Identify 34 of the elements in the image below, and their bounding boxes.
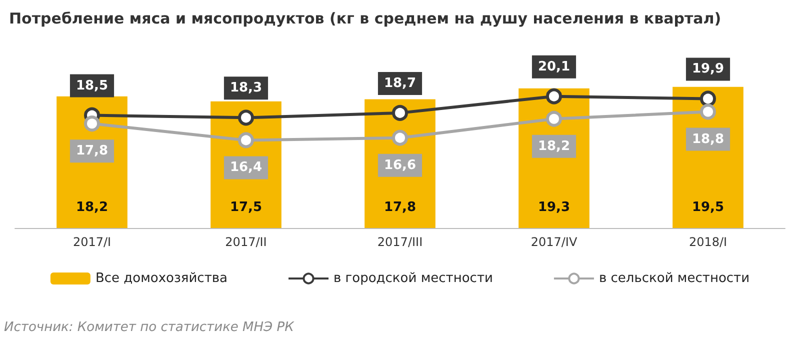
data-label: 17,8 bbox=[384, 200, 416, 215]
point bbox=[700, 104, 716, 120]
data-label: 18,2 bbox=[76, 200, 108, 215]
x-tick-label: 2017/I bbox=[72, 235, 112, 249]
x-tick-label: 2018/I bbox=[688, 235, 728, 249]
data-label: 18,7 bbox=[384, 76, 416, 91]
x-tick-label: 2017/IV bbox=[530, 235, 578, 249]
data-label: 19,3 bbox=[538, 200, 570, 215]
data-label: 20,1 bbox=[538, 59, 570, 74]
legend-label: Все домохозяйства bbox=[95, 271, 228, 286]
point bbox=[546, 88, 562, 104]
data-label: 18,3 bbox=[230, 80, 262, 96]
point bbox=[700, 90, 716, 107]
point bbox=[84, 116, 100, 132]
point bbox=[238, 110, 254, 126]
data-label: 16,4 bbox=[230, 160, 262, 176]
text: Источник: Комитет по статистике МНЭ РК bbox=[4, 320, 295, 335]
x-tick-label: 2017/III bbox=[377, 235, 423, 249]
point bbox=[238, 132, 254, 148]
data-label: 18,5 bbox=[76, 78, 108, 94]
point bbox=[392, 104, 408, 121]
chart-title: Потребление мяса и мясопродуктов (кг в среднем на душу населения в квартал) bbox=[9, 10, 722, 28]
data-label: 19,9 bbox=[692, 62, 724, 77]
data-label: 16,6 bbox=[384, 158, 416, 173]
point bbox=[392, 130, 408, 146]
data-label: 17,5 bbox=[230, 200, 262, 215]
data-label: 18,2 bbox=[538, 138, 570, 154]
data-label: 17,8 bbox=[76, 144, 108, 159]
data-label: 19,5 bbox=[692, 200, 724, 215]
point bbox=[546, 110, 562, 127]
data-label: 18,8 bbox=[692, 132, 724, 147]
legend-label: в городской местности bbox=[334, 271, 493, 286]
legend-label: в сельской местности bbox=[598, 271, 750, 286]
x-tick-label: 2017/II bbox=[225, 235, 267, 249]
